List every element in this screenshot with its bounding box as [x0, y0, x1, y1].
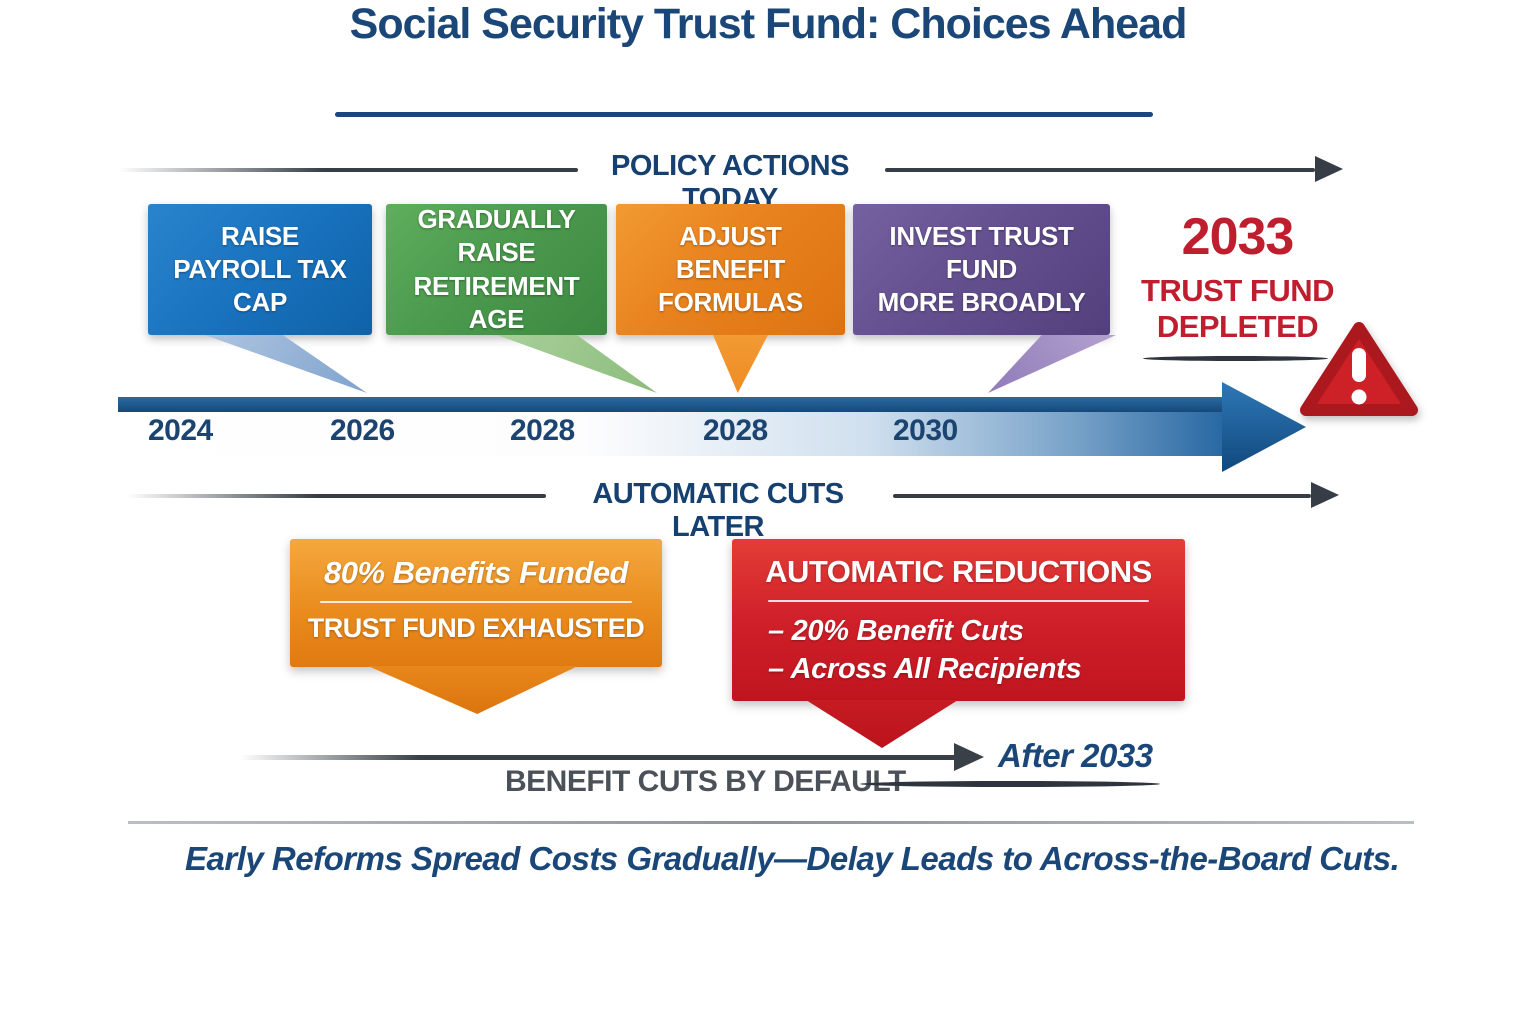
funded-callout-tail: [368, 666, 578, 714]
default-arrow-line: [240, 755, 956, 760]
bottom-divider: [128, 821, 1414, 824]
right-arrowhead-icon: [1315, 156, 1343, 182]
timeline-year: 2028: [510, 414, 575, 447]
box-tail-orange: [713, 335, 768, 393]
policy-axis-line-left: [118, 168, 578, 172]
right-arrowhead-icon: [1311, 482, 1339, 508]
policy-box-label: INVEST TRUST FUND MORE BROADLY: [877, 220, 1086, 318]
timeline-year: 2026: [330, 414, 395, 447]
title-underline: [335, 112, 1153, 117]
reduction-callout-list: – 20% Benefit Cuts – Across All Recipien…: [732, 612, 1185, 689]
box-tail-green: [497, 335, 657, 393]
timeline-bar: [118, 397, 1226, 412]
depletion-taper-line: [1143, 356, 1328, 361]
cuts-axis-label: AUTOMATIC CUTS LATER: [592, 478, 844, 543]
after-2033-label: After 2033: [998, 737, 1153, 774]
warning-icon: [1300, 322, 1418, 416]
box-tail-purple: [988, 335, 1116, 393]
page-title: Social Security Trust Fund: Choices Ahea…: [349, 0, 1188, 48]
funded-callout-title: 80% Benefits Funded: [324, 555, 629, 590]
benefit-cuts-default-label: BENEFIT CUTS BY DEFAULT: [505, 765, 906, 798]
policy-box-raise-payroll-cap: RAISE PAYROLL TAX CAP: [148, 204, 372, 335]
footer-note: Early Reforms Spread Costs Gradually—Del…: [185, 840, 1400, 877]
timeline-arrowhead-icon: [1222, 382, 1306, 472]
policy-box-label: RAISE PAYROLL TAX CAP: [173, 220, 347, 318]
timeline-year: 2028: [703, 414, 768, 447]
default-taper-line: [860, 781, 1160, 787]
policy-box-label: GRADUALLY RAISE RETIREMENT AGE: [413, 203, 580, 334]
reduction-callout: AUTOMATIC REDUCTIONS – 20% Benefit Cuts …: [732, 539, 1185, 701]
funded-callout-subtitle: TRUST FUND EXHAUSTED: [307, 613, 645, 643]
reduction-callout-divider: [768, 600, 1149, 602]
cuts-axis-line-right: [893, 494, 1311, 498]
policy-axis-label: POLICY ACTIONS TODAY: [611, 150, 849, 215]
timeline-body: [118, 412, 1226, 456]
timeline-year: 2024: [148, 414, 213, 447]
timeline-year: 2030: [893, 414, 958, 447]
policy-box-adjust-benefit-formulas: ADJUST BENEFIT FORMULAS: [616, 204, 845, 335]
reduction-item: – 20% Benefit Cuts: [768, 615, 1024, 647]
policy-box-invest-trust-fund: INVEST TRUST FUND MORE BROADLY: [853, 204, 1110, 335]
box-tail-blue: [205, 335, 367, 393]
depletion-year: 2033: [1181, 208, 1295, 266]
policy-axis-line-right: [885, 168, 1315, 172]
policy-box-label: ADJUST BENEFIT FORMULAS: [658, 220, 803, 318]
policy-box-raise-retirement-age: GRADUALLY RAISE RETIREMENT AGE: [386, 204, 607, 335]
reduction-callout-tail: [806, 700, 958, 748]
cuts-axis-line-left: [128, 494, 546, 498]
funded-callout: 80% Benefits Funded TRUST FUND EXHAUSTED: [290, 539, 662, 667]
reduction-item: – Across All Recipients: [768, 653, 1082, 686]
reduction-callout-title: AUTOMATIC REDUCTIONS: [765, 554, 1152, 589]
right-arrowhead-icon: [954, 743, 984, 771]
funded-callout-divider: [319, 601, 633, 603]
depletion-block: 2033 TRUST FUND DEPLETED: [1140, 210, 1335, 346]
depletion-label: TRUST FUND DEPLETED: [1140, 272, 1335, 345]
